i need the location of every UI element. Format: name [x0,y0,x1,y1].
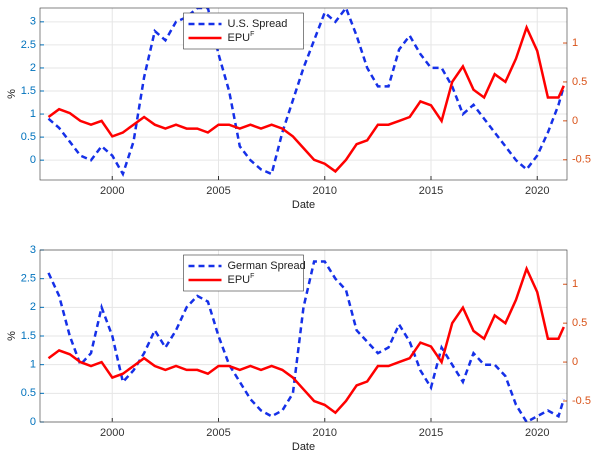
x-tick-label: 2015 [419,185,443,197]
y-tick-label: 0.5 [21,387,36,399]
y-tick-label: 3 [30,244,36,256]
x-tick-label: 2010 [313,185,337,197]
legend-label: German Spread [228,260,306,272]
subplot: 2000 2005 2010 2015 2020 0 0.5 1 1.5 2 2.5 3 -0.5 0 0.… [6,244,591,453]
legend-name: U.S. Spread [228,18,288,30]
y-tick-label: 3 [30,16,36,28]
y-tick-label: 2 [30,62,36,74]
x-tick-label: 2000 [100,185,124,197]
y-tick-label: 2.5 [21,39,36,51]
y2-tick-label: -0.5 [572,154,591,166]
x-axis-label: Date [292,199,315,211]
y-tick-label: 0 [30,154,36,166]
legend-superscript: F [250,273,254,280]
y-tick-label: 2.5 [21,273,36,285]
series-line [47,24,565,174]
legend-name: EPU [228,32,251,44]
x-tick-label: 2010 [313,427,337,439]
y2-tick-label: 1 [572,37,578,49]
legend-label: U.S. Spread [228,18,288,30]
series-line [47,8,566,178]
legend-label: EPUF [228,273,255,286]
y2-tick-label: 1 [572,278,578,290]
y2-tick-label: 0.5 [572,76,587,88]
y2-tick-label: -0.5 [572,395,591,407]
y-axis-label: % [6,89,18,99]
y-tick-label: 1 [30,359,36,371]
y-tick-label: 1.5 [21,330,36,342]
x-tick-label: 2005 [206,427,230,439]
y-tick-label: 0.5 [21,131,36,143]
x-axis-label: Date [292,441,315,453]
axes-box [39,7,568,181]
y-tick-label: 0 [30,416,36,428]
x-tick-label: 2015 [419,427,443,439]
subplot: 2000 2005 2010 2015 2020 0 0.5 1 1.5 2 2.5 3 -0.5 0 0.… [6,7,591,211]
legend-box [183,254,304,292]
y2-tick-label: 0 [572,115,578,127]
legend-superscript: F [250,31,254,38]
legend-name: German Spread [228,260,306,272]
y2-tick-label: 0 [572,356,578,368]
legend-label: EPUF [228,31,255,44]
y-tick-label: 2 [30,301,36,313]
x-tick-label: 2000 [100,427,124,439]
y2-tick-label: 0.5 [572,317,587,329]
y-tick-label: 1.5 [21,85,36,97]
y-tick-label: 1 [30,108,36,120]
x-tick-label: 2020 [525,427,549,439]
x-tick-label: 2020 [525,185,549,197]
legend-box [183,12,304,50]
y-axis-label: % [6,331,18,341]
x-tick-label: 2005 [206,185,230,197]
series-line [47,265,565,415]
legend-name: EPU [228,274,251,286]
axes-box [39,249,568,423]
